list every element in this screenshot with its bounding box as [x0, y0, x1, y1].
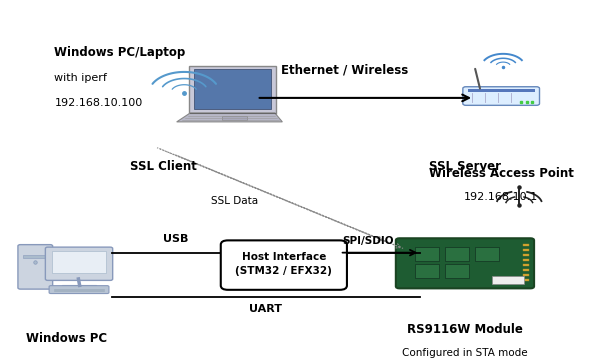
Text: Configured in STA mode: Configured in STA mode [402, 348, 528, 358]
Bar [476, 247, 499, 261]
Text: 192.168.10.100: 192.168.10.100 [54, 98, 143, 108]
Bar [194, 69, 271, 109]
Bar [23, 255, 47, 258]
Bar [445, 247, 469, 261]
Bar [415, 247, 439, 261]
Text: SSL Client: SSL Client [130, 160, 197, 173]
Bar [468, 89, 535, 92]
Text: Ethernet / Wireless: Ethernet / Wireless [281, 64, 408, 77]
Text: SSL Server: SSL Server [429, 160, 501, 173]
Text: UART: UART [249, 304, 282, 314]
Bar [523, 279, 529, 281]
FancyBboxPatch shape [46, 247, 113, 280]
Bar [523, 249, 529, 250]
Bar [62, 285, 96, 288]
FancyBboxPatch shape [189, 66, 276, 114]
FancyBboxPatch shape [221, 240, 347, 290]
Text: Windows PC: Windows PC [26, 332, 107, 345]
Polygon shape [177, 113, 282, 122]
Bar [523, 244, 529, 245]
Bar [523, 254, 529, 256]
Bar [415, 264, 439, 278]
Text: Windows PC/Laptop: Windows PC/Laptop [54, 46, 185, 59]
Text: SSL Data: SSL Data [211, 196, 259, 206]
Bar [523, 259, 529, 261]
Text: USB: USB [163, 234, 188, 244]
Bar [523, 274, 529, 276]
Bar [492, 276, 524, 285]
Text: Host Interface: Host Interface [241, 252, 326, 262]
Bar [523, 264, 529, 266]
Bar [523, 269, 529, 271]
FancyBboxPatch shape [463, 87, 540, 105]
Text: with iperf: with iperf [54, 73, 107, 83]
Bar [52, 251, 106, 273]
FancyBboxPatch shape [396, 238, 534, 288]
Text: 192.168.10.1: 192.168.10.1 [464, 192, 538, 202]
Text: Wireless Access Point: Wireless Access Point [429, 167, 573, 180]
Text: (STM32 / EFX32): (STM32 / EFX32) [235, 266, 332, 276]
Text: RS9116W Module: RS9116W Module [407, 323, 523, 336]
FancyBboxPatch shape [49, 286, 109, 294]
FancyBboxPatch shape [18, 245, 52, 289]
Bar [445, 264, 469, 278]
Bar [222, 115, 247, 120]
Text: SPI/SDIO: SPI/SDIO [342, 236, 394, 245]
